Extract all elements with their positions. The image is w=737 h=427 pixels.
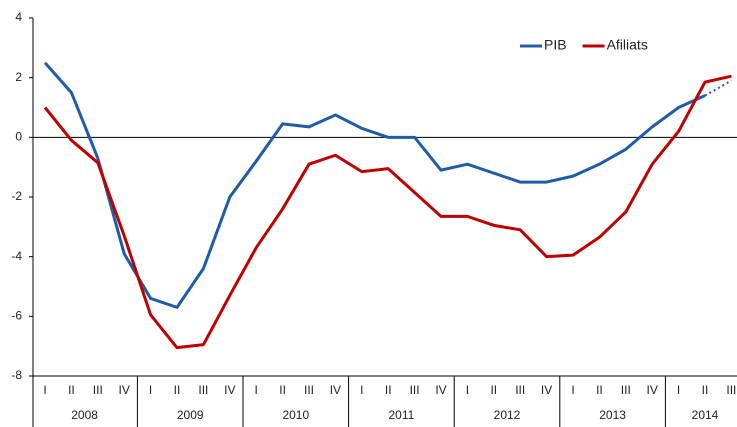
x-tick-label: IV <box>435 383 446 397</box>
x-tick-label: II <box>490 383 497 397</box>
y-tick-label: 2 <box>15 70 22 84</box>
group-label: 2014 <box>692 408 719 422</box>
x-tick-label: I <box>571 383 574 397</box>
x-tick-label: IV <box>224 383 235 397</box>
x-tick-label: II <box>596 383 603 397</box>
y-tick-label: -8 <box>11 368 22 382</box>
x-tick-label: I <box>677 383 680 397</box>
y-tick-label: 4 <box>15 10 22 24</box>
x-tick-label: III <box>621 383 631 397</box>
x-tick-label: I <box>43 383 46 397</box>
y-tick-label: -6 <box>11 309 22 323</box>
x-tick-label: II <box>174 383 181 397</box>
x-tick-label: IV <box>330 383 341 397</box>
legend-label: PIB <box>544 37 567 53</box>
x-tick-label: IV <box>541 383 552 397</box>
x-tick-label: IV <box>647 383 658 397</box>
x-tick-label: I <box>360 383 363 397</box>
x-tick-label: I <box>255 383 258 397</box>
x-tick-label: III <box>198 383 208 397</box>
x-tick-label: III <box>726 383 736 397</box>
x-tick-label: I <box>466 383 469 397</box>
series-line <box>43 74 732 350</box>
series-line <box>43 61 706 309</box>
series-line-dotted <box>704 79 732 97</box>
y-tick-label: -4 <box>11 249 22 263</box>
y-tick-label: -2 <box>11 189 22 203</box>
group-label: 2012 <box>494 408 521 422</box>
group-label: 2013 <box>599 408 626 422</box>
x-tick-label: III <box>304 383 314 397</box>
group-label: 2011 <box>388 408 414 422</box>
x-tick-label: I <box>149 383 152 397</box>
y-tick-label: 0 <box>15 130 22 144</box>
group-label: 2010 <box>282 408 309 422</box>
x-tick-label: II <box>702 383 709 397</box>
x-tick-label: II <box>68 383 75 397</box>
x-tick-label: III <box>410 383 420 397</box>
x-tick-label: II <box>385 383 392 397</box>
group-label: 2009 <box>177 408 204 422</box>
x-tick-label: III <box>515 383 525 397</box>
x-tick-label: III <box>93 383 103 397</box>
x-tick-label: IV <box>119 383 130 397</box>
legend-label: Afiliats <box>607 37 648 53</box>
group-label: 2008 <box>71 408 98 422</box>
x-tick-label: II <box>279 383 286 397</box>
